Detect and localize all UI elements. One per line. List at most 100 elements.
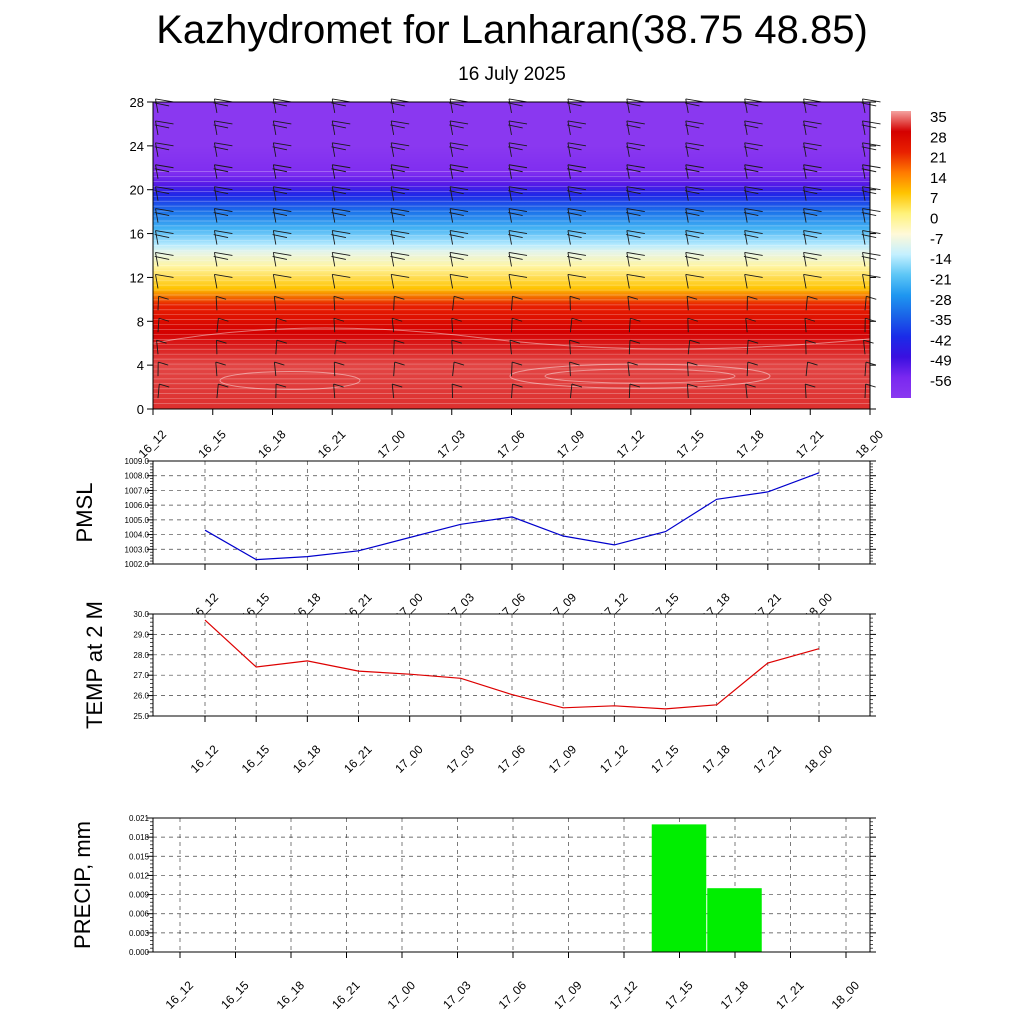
wind-barb-flag [803, 186, 822, 191]
wind-barb-flag [567, 98, 586, 103]
wind-barb [213, 274, 218, 289]
wind-barb-flag [803, 208, 822, 213]
wind-barb [333, 296, 336, 311]
wind-barb [685, 274, 689, 289]
wind-barb-flag [450, 230, 469, 234]
colorbar-label: 7 [930, 190, 938, 207]
wind-barb-flag [331, 234, 346, 238]
wind-barb-flag [508, 142, 528, 147]
wind-barb [744, 142, 748, 157]
wind-barb [213, 186, 218, 201]
wind-barb [508, 208, 512, 223]
wind-barb [511, 384, 513, 399]
wind-barb [157, 383, 160, 399]
wind-barb [275, 340, 278, 355]
wind-barb [744, 120, 748, 135]
x-tick-label: 16_21 [315, 427, 349, 461]
wind-barb-flag [743, 234, 759, 238]
wind-barb-flag [743, 124, 759, 129]
wind-barbs [154, 98, 881, 399]
wind-barb-flag [390, 234, 405, 238]
x-tick-label: 17_15 [662, 978, 696, 1012]
wind-barb-flag [567, 102, 582, 107]
wind-barb [451, 340, 454, 355]
wind-barb [863, 340, 866, 355]
wind-barb-flag [685, 273, 704, 278]
wind-barb [449, 120, 454, 135]
warm-core-contours [152, 327, 871, 390]
wind-barb-flag [863, 339, 874, 344]
wind-barb-flag [390, 168, 405, 173]
wind-barb-flag [332, 208, 351, 213]
wind-barb [626, 142, 630, 157]
wind-barb-flag [272, 146, 288, 151]
wind-barb-flag [684, 168, 700, 173]
wind-barb-flag [567, 230, 586, 234]
wind-barb [864, 296, 867, 311]
wind-barb-flag [155, 230, 174, 234]
wind-barb [452, 296, 455, 311]
wind-barb-flag [567, 146, 582, 151]
wind-barb-flag [862, 142, 881, 147]
wind-barb-flag [276, 339, 287, 344]
wind-barb [508, 252, 512, 267]
wind-barb-flag [627, 361, 638, 366]
wind-barb-flag [861, 212, 877, 217]
wind-barb-flag [158, 317, 170, 322]
wind-barb [155, 252, 159, 267]
wind-barb [449, 274, 454, 289]
wind-barb [567, 120, 571, 135]
wind-barb [803, 186, 807, 201]
wind-barb-flag [626, 208, 645, 213]
temperature-field [153, 102, 870, 409]
wind-barb-flag [336, 339, 347, 344]
wind-barb-flag [214, 230, 233, 234]
wind-barb-flag [331, 256, 346, 260]
wind-barb-flag [625, 190, 641, 195]
wind-barb-flag [272, 102, 288, 107]
wind-barb-flag [154, 124, 170, 129]
wind-barb-flag [273, 164, 292, 169]
wind-barb-flag [215, 295, 227, 300]
cross-section-panel: 0 4 8 12 16 20 24 28 16_12 16_15 16_18 16_21 17_00 17… [130, 95, 952, 461]
wind-barb-flag [626, 142, 645, 147]
wind-barb [803, 252, 807, 267]
wind-barb [685, 164, 689, 179]
wind-barb-flag [745, 383, 756, 388]
series-line [204, 619, 820, 710]
wind-barb-flag [509, 339, 521, 344]
wind-barb [390, 252, 395, 267]
x-tick-label: 16_15 [195, 427, 229, 461]
wind-barb-flag [744, 273, 763, 278]
wind-barb-flag [804, 317, 816, 322]
wind-barb-flag [391, 186, 410, 191]
wind-barb [862, 98, 866, 114]
wind-barb-flag [156, 339, 167, 344]
x-tick-label: 17_09 [546, 742, 580, 776]
wind-barb [333, 383, 336, 399]
wind-barb-flag [744, 230, 763, 234]
wind-barb [685, 186, 689, 201]
y-tick-label: 24 [130, 139, 144, 154]
y-tick-label: 1004.0 [125, 531, 150, 540]
wind-barb-flag [450, 186, 469, 191]
wind-barb [686, 296, 689, 311]
y-tick-label: 1007.0 [125, 486, 150, 495]
wind-barb-flag [802, 102, 818, 107]
wind-barb [862, 274, 866, 289]
wind-barb [273, 362, 277, 377]
wind-barb-flag [508, 168, 523, 173]
wind-barb [390, 230, 395, 245]
wind-barb-flag [154, 168, 170, 173]
wind-barb-flag [273, 230, 292, 234]
wind-barb-flag [743, 102, 759, 107]
wind-barb-flag [214, 186, 233, 191]
wind-barb-flag [272, 234, 288, 238]
wind-barb [333, 318, 336, 333]
wind-barb [449, 208, 454, 223]
wind-barb-flag [450, 252, 469, 256]
wind-barb [272, 186, 277, 201]
wind-barb [331, 120, 336, 135]
wind-barb [155, 142, 159, 157]
wind-barb [508, 230, 512, 245]
